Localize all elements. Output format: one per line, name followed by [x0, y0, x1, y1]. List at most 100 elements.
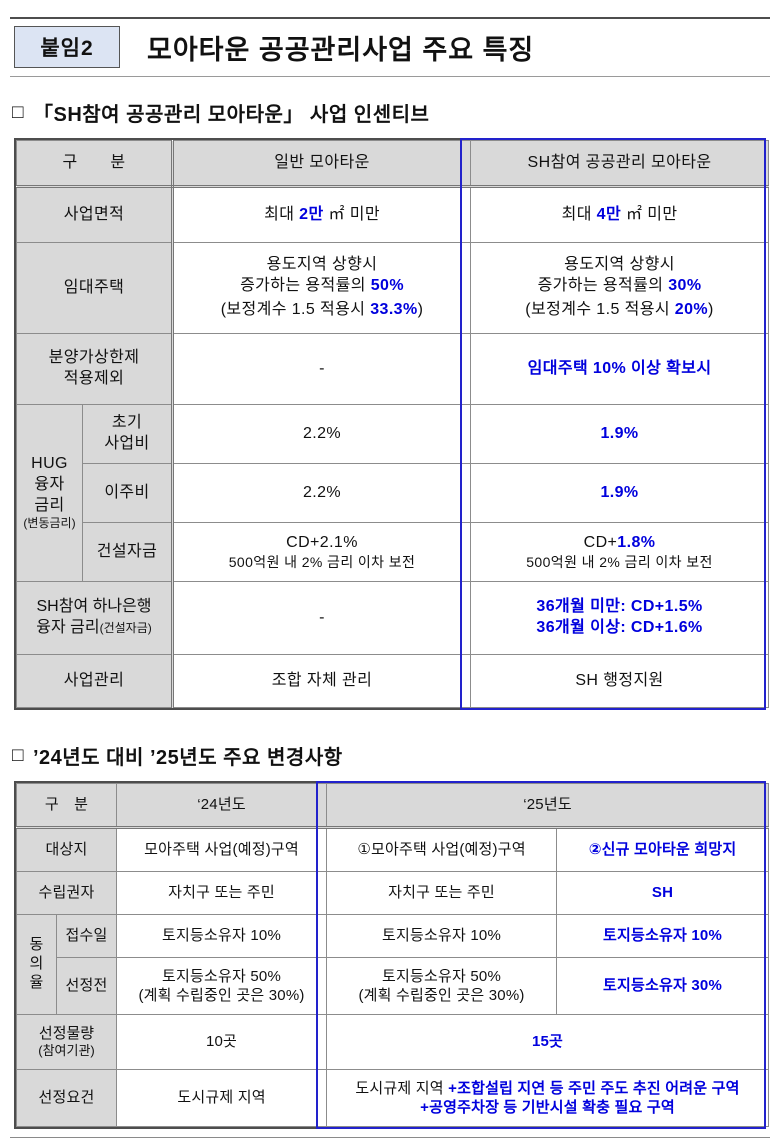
text-part: )	[417, 301, 424, 319]
emphasis-value: ②신규 모아타운 희망지	[588, 841, 737, 859]
t1-header-division: 구 분	[15, 140, 175, 188]
emphasis-value: 토지등소유자 30%	[603, 977, 723, 995]
t2-authority-label: 수립권자	[15, 871, 118, 915]
emphasis-value: 1.9%	[600, 424, 639, 442]
t2-target-2025b: ②신규 모아타운 희망지	[556, 827, 770, 872]
emphasis-value: 2만	[299, 205, 324, 223]
t1-row-hug-construction: 건설자금 CD+2.1% 500억원 내 2% 금리 이차 보전 CD+1.8%…	[17, 522, 770, 582]
square-bullet-icon: □	[12, 744, 24, 766]
attachment-label: 붙임2	[40, 37, 94, 60]
emphasis-value: 36개월 미만: CD+1.5%	[536, 598, 703, 616]
t2-quantity-2025: 15곳	[326, 1014, 770, 1070]
t2-header-division: 구 분	[15, 783, 118, 829]
t1-hug-group-label: HUG 융자 금리 (변동금리)	[16, 404, 83, 582]
t1-row-price-cap: 분양가상한제 적용제외 - 임대주택 10% 이상 확보시	[15, 333, 770, 405]
text-line: 증가하는 용적률의 30%	[475, 276, 764, 297]
t2-target-2025a: ①모아주택 사업(예정)구역	[326, 827, 558, 872]
text-part: (보정계수 1.5 적용시	[525, 301, 675, 319]
t1-area-general: 최대 2만 ㎡ 미만	[172, 186, 472, 243]
t1-hug-construction-sh: CD+1.8% 500억원 내 2% 금리 이차 보전	[470, 522, 770, 582]
t2-row-consent-receipt: 동 의 율 접수일 토지등소유자 10% 토지등소유자 10% 토지등소유자 1…	[16, 914, 770, 1015]
text-line: 초기	[111, 414, 143, 432]
text-part: )	[708, 301, 714, 319]
attachment-label-box: 붙임2	[14, 26, 120, 68]
text-part: 용도지역 상향시	[266, 255, 378, 273]
t2-row-authority: 수립권자 자치구 또는 주민 자치구 또는 주민 SH	[15, 871, 770, 915]
t2-consent-receipt-2025a: 토지등소유자 10%	[326, 914, 558, 958]
t2-criteria-2024: 도시규제 지역	[116, 1069, 328, 1127]
t1-hug-initial-label: 초기 사업비	[81, 404, 175, 464]
t2-header-2025: ‘25년도	[326, 783, 770, 829]
text-line: 도시규제 지역 +조합설립 지연 등 주민 주도 추진 어려운 구역	[331, 1079, 764, 1099]
text-line: 토지등소유자 50%	[162, 967, 282, 985]
t1-hug-construction-label: 건설자금	[81, 522, 175, 582]
t1-area-label: 사업면적	[15, 186, 175, 243]
t2-authority-2025b: SH	[556, 871, 770, 915]
text-part: 증가하는 용적률의	[240, 276, 371, 294]
t1-rental-sh: 용도지역 상향시 증가하는 용적률의 30% (보정계수 1.5 적용시 20%…	[470, 242, 770, 334]
t2-row-quantity: 선정물량 (참여기관) 10곳 15곳	[15, 1014, 770, 1070]
text-line: 500억원 내 2% 금리 이차 보전	[228, 554, 416, 571]
text-line: 용도지역 상향시	[475, 255, 764, 276]
t2-criteria-2025: 도시규제 지역 +조합설립 지연 등 주민 주도 추진 어려운 구역 +공영주차…	[326, 1069, 770, 1127]
t2-consent-preselection-2025a: 토지등소유자 50% (계획 수립중인 곳은 30%)	[326, 957, 558, 1015]
text-part: 최대	[264, 205, 300, 223]
emphasis-value: +공영주차장 등 기반시설 확충 필요 구역	[420, 1099, 675, 1116]
text-line: (보정계수 1.5 적용시 20%)	[475, 300, 764, 321]
t1-management-label: 사업관리	[15, 654, 175, 708]
text-part: ㎡ 미만	[328, 205, 380, 223]
t1-management-general: 조합 자체 관리	[172, 654, 472, 708]
text-note: (건설자금)	[99, 621, 152, 635]
text-line: 율	[29, 973, 44, 991]
text-line: 용도지역 상향시	[178, 255, 466, 276]
text-part: ㎡ 미만	[625, 205, 678, 223]
t2-consent-preselection-2025b: 토지등소유자 30%	[556, 957, 770, 1015]
t1-price-cap-label: 분양가상한제 적용제외	[15, 333, 175, 405]
emphasis-value: 1.8%	[617, 533, 656, 551]
text-line: +공영주차장 등 기반시설 확충 필요 구역	[331, 1098, 764, 1118]
text-part: CD+	[583, 533, 618, 551]
document-header: 붙임2 모아타운 공공관리사업 주요 특징	[10, 17, 770, 77]
t1-hana-sh: 36개월 미만: CD+1.5% 36개월 이상: CD+1.6%	[470, 581, 770, 655]
text-line: 500억원 내 2% 금리 이차 보전	[526, 554, 713, 571]
incentive-table: 구 분 일반 모아타운 SH참여 공공관리 모아타운 사업면적 최대 2만 ㎡ …	[15, 140, 770, 708]
t2-row-criteria: 선정요건 도시규제 지역 도시규제 지역 +조합설립 지연 등 주민 주도 추진…	[15, 1069, 770, 1127]
text-part: 증가하는 용적률의	[537, 276, 669, 294]
emphasis-value: 36개월 이상: CD+1.6%	[536, 619, 703, 636]
t1-row-hana: SH참여 하나은행 융자 금리(건설자금) - 36개월 미만: CD+1.5%…	[15, 581, 770, 655]
emphasis-value: +조합설립 지연 등 주민 주도 추진 어려운 구역	[448, 1079, 740, 1097]
t1-row-rental: 임대주택 용도지역 상향시 증가하는 용적률의 50% (보정계수 1.5 적용…	[15, 242, 770, 334]
emphasis-value: SH	[651, 884, 674, 902]
text-line: CD+1.8%	[475, 533, 764, 554]
text-part: 도시규제 지역	[355, 1079, 449, 1097]
square-bullet-icon: □	[12, 101, 24, 123]
emphasis-value: 토지등소유자 10%	[603, 927, 723, 945]
t2-target-2024: 모아주택 사업(예정)구역	[116, 827, 328, 872]
text-part: (보정계수 1.5 적용시	[220, 301, 371, 319]
t1-rental-label: 임대주택	[15, 242, 175, 334]
text-line: 의	[29, 955, 44, 973]
text-line: 증가하는 용적률의 50%	[178, 276, 466, 297]
t1-hug-initial-general: 2.2%	[172, 404, 472, 464]
emphasis-value: 30%	[668, 276, 702, 294]
section1-heading: □ 「SH참여 공공관리 모아타운」 사업 인센티브	[12, 98, 768, 127]
changes-table: 구 분 ‘24년도 ‘25년도 대상지 모아주택 사업(예정)구역 ①모아주택 …	[15, 783, 770, 1127]
t2-quantity-label: 선정물량 (참여기관)	[15, 1014, 118, 1070]
t2-header-row: 구 분 ‘24년도 ‘25년도	[15, 783, 770, 829]
text-line: HUG	[31, 455, 68, 472]
t2-row-target: 대상지 모아주택 사업(예정)구역 ①모아주택 사업(예정)구역 ②신규 모아타…	[15, 827, 770, 872]
t2-quantity-2024: 10곳	[116, 1014, 328, 1070]
page-title: 모아타운 공공관리사업 주요 특징	[147, 34, 535, 65]
t1-hug-construction-general: CD+2.1% 500억원 내 2% 금리 이차 보전	[172, 522, 472, 582]
incentive-table-wrap: 구 분 일반 모아타운 SH참여 공공관리 모아타운 사업면적 최대 2만 ㎡ …	[14, 138, 770, 710]
text-part: 최대	[561, 205, 597, 223]
text-part: 융자 금리	[36, 619, 100, 636]
text-line: 토지등소유자 50%	[382, 967, 502, 985]
text-note: (변동금리)	[23, 516, 76, 531]
t2-target-label: 대상지	[15, 827, 118, 872]
t2-row-consent-preselection: 선정전 토지등소유자 50% (계획 수립중인 곳은 30%) 토지등소유자 5…	[17, 957, 770, 1015]
t1-row-area: 사업면적 최대 2만 ㎡ 미만 최대 4만 ㎡ 미만	[15, 186, 770, 243]
text-line: 분양가상한제	[48, 349, 140, 367]
t2-header-2024: ‘24년도	[116, 783, 328, 829]
text-note: (참여기관)	[38, 1043, 95, 1059]
